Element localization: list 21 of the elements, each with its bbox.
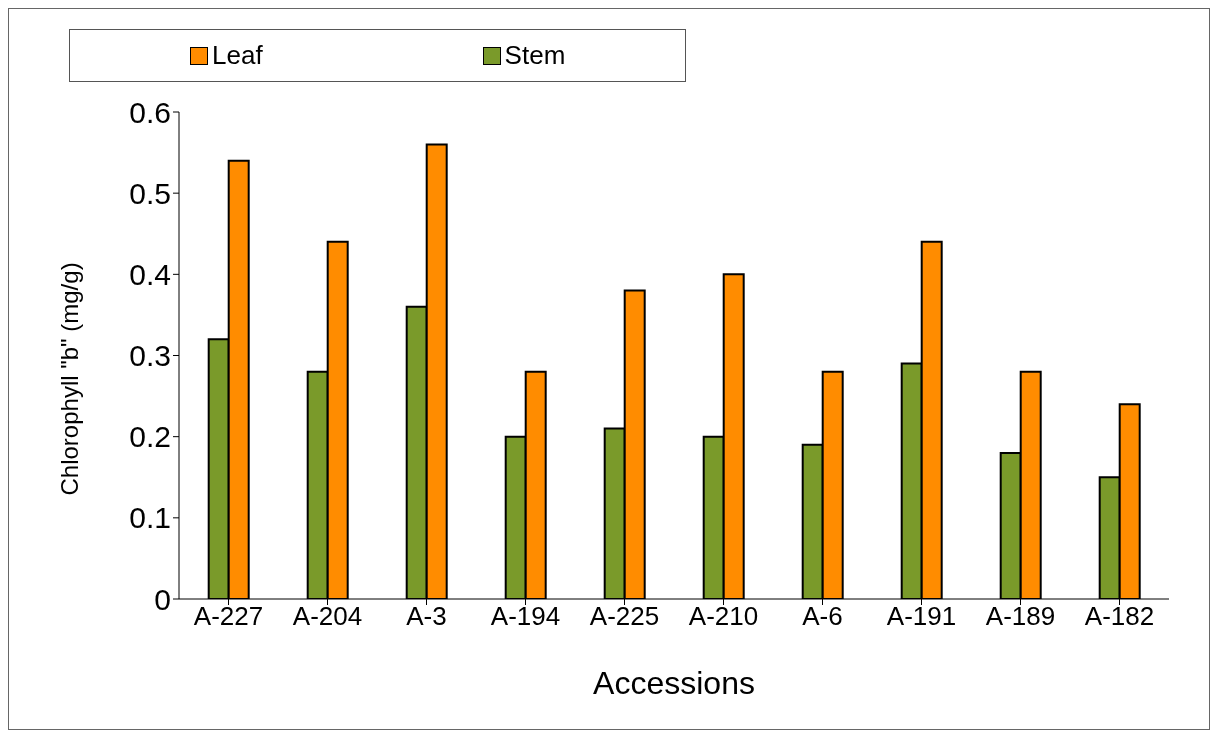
- x-tick-label: A-6: [802, 601, 843, 632]
- legend-label: Leaf: [211, 40, 263, 71]
- y-tick-label: 0.3: [129, 339, 171, 373]
- y-tick-label: 0: [154, 582, 171, 616]
- x-tick-label: A-191: [886, 601, 957, 632]
- x-tick-label: A-3: [406, 601, 447, 632]
- x-tick-label: A-227: [193, 601, 264, 632]
- x-tick-label: A-210: [688, 601, 759, 632]
- x-tick-label: A-204: [292, 601, 363, 632]
- y-axis-title: Chlorophyll "b" (mg/g): [55, 262, 83, 496]
- y-tick-label: 0.6: [129, 95, 171, 129]
- x-tick-label: A-194: [490, 601, 561, 632]
- y-tick-label: 0.4: [129, 257, 171, 291]
- y-tick-label: 0.2: [129, 420, 171, 454]
- x-tick-label: A-189: [985, 601, 1056, 632]
- y-tick-label: 0.5: [129, 176, 171, 210]
- x-tick-label: A-182: [1084, 601, 1155, 632]
- x-axis-title: Accessions: [593, 665, 755, 701]
- legend-label: Stem: [503, 40, 566, 71]
- y-tick-label: 0.1: [129, 501, 171, 535]
- x-tick-label: A-225: [589, 601, 660, 632]
